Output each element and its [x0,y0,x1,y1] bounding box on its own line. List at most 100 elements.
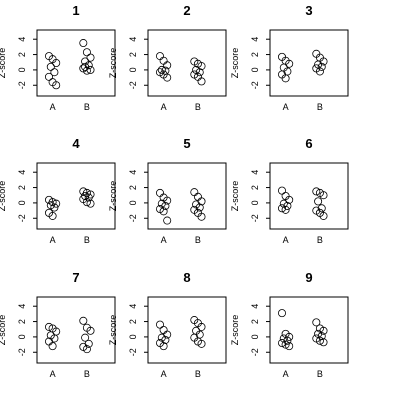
data-point [86,326,95,335]
data-point [193,192,202,201]
plot-frame [147,29,227,97]
data-point [197,212,206,221]
plot-frame [36,162,116,230]
y-tick-label: -2 [250,214,260,222]
x-tick-label: B [195,369,201,379]
panel-2: 2 Z-score -2 0 2 4 A B [108,3,227,112]
data-point [79,187,88,196]
data-point [159,325,168,334]
y-tick-label: 2 [250,185,260,190]
data-point [319,338,328,347]
data-point [163,216,172,225]
data-point [46,62,55,71]
y-tick-label: 0 [17,334,27,339]
panel-7: 7 Z-score -2 0 2 4 A B [0,270,116,379]
y-axis-label: Z-score [108,315,118,346]
x-tick-label: A [50,102,56,112]
y-tick-label: 4 [250,37,260,42]
y-tick-label: 0 [17,200,27,205]
data-point [312,318,321,327]
data-point [190,188,199,197]
y-axis-label: Z-score [0,48,7,79]
y-tick-label: -2 [17,214,27,222]
panel-6: 6 Z-score -2 0 2 4 A B [230,136,349,245]
plot-frame [269,296,349,364]
x-tick-label: B [84,369,90,379]
data-point [319,191,328,200]
x-tick-label: A [161,369,167,379]
panel-3: 3 Z-score -2 0 2 4 A B [230,3,349,112]
data-point [285,195,294,204]
y-tick-label: -2 [128,214,138,222]
panel-title: 6 [305,136,312,151]
data-point [319,211,328,220]
y-tick-label: 2 [128,319,138,324]
data-point [317,204,326,213]
data-point [317,62,326,71]
panel-title: 1 [72,3,79,18]
data-point [52,81,61,90]
y-tick-label: -2 [250,81,260,89]
data-point [45,337,54,346]
data-point [281,340,290,349]
y-tick-label: 4 [128,304,138,309]
x-tick-label: B [84,102,90,112]
x-tick-label: B [195,235,201,245]
data-point [155,188,164,197]
plot-frame [269,29,349,97]
y-tick-label: 0 [250,200,260,205]
data-point [159,342,168,351]
data-point [197,339,206,348]
y-tick-label: -2 [128,81,138,89]
data-point [285,332,294,341]
data-point [277,186,286,195]
y-tick-label: -2 [128,348,138,356]
data-point [48,342,57,351]
x-tick-label: B [84,235,90,245]
data-point [81,62,90,71]
data-point [163,73,172,82]
data-point [79,39,88,48]
data-point [157,65,166,74]
data-point [81,333,90,342]
data-point [283,201,292,210]
x-tick-label: B [195,102,201,112]
y-tick-label: 2 [250,319,260,324]
plot-frame [269,162,349,230]
panel-title: 5 [183,136,190,151]
plot-frame [147,296,227,364]
panel-title: 4 [72,136,80,151]
panel-5: 5 Z-score -2 0 2 4 A B [108,136,227,245]
y-tick-label: 0 [128,334,138,339]
data-point [283,336,292,345]
data-point [281,205,290,214]
y-axis-label: Z-score [0,315,7,346]
data-point [197,77,206,86]
y-tick-label: -2 [250,348,260,356]
y-tick-label: 4 [17,170,27,175]
y-tick-label: 2 [250,52,260,57]
y-axis-label: Z-score [230,315,240,346]
data-point [79,316,88,325]
data-point [163,61,172,70]
y-tick-label: 4 [17,37,27,42]
data-point [45,322,54,331]
panel-1: 1 Z-score -2 0 2 4 A B [0,3,116,112]
y-axis-label: Z-score [230,48,240,79]
y-tick-label: 0 [17,67,27,72]
data-point [317,332,326,341]
data-point [84,193,93,202]
data-point [285,59,294,68]
data-point [277,339,286,348]
data-point [315,67,324,76]
x-tick-label: A [50,369,56,379]
data-point [159,207,168,216]
y-tick-label: 2 [128,52,138,57]
data-point [197,62,206,71]
data-point [52,199,61,208]
y-tick-label: 0 [250,67,260,72]
y-axis-label: Z-score [108,48,118,79]
y-tick-label: 0 [128,67,138,72]
x-tick-label: A [161,235,167,245]
